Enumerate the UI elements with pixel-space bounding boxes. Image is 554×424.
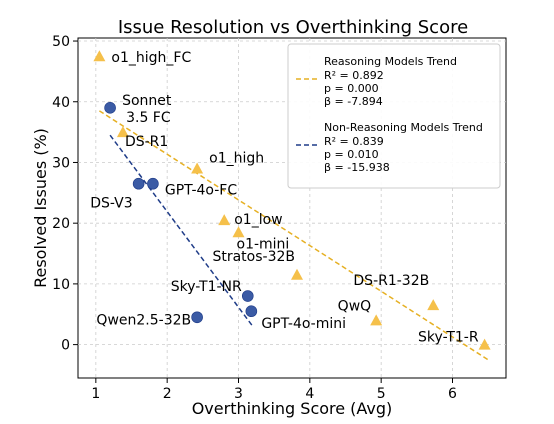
point-label: GPT-4o-FC	[165, 183, 237, 199]
legend-stat: p = 0.000	[324, 82, 379, 95]
point-label: o1_low	[234, 212, 282, 228]
legend-stat: β = -7.894	[324, 95, 383, 108]
y-axis-label: Resolved Issues (%)	[31, 128, 50, 288]
legend-title: Reasoning Models Trend	[324, 55, 457, 68]
reasoning-point	[218, 214, 231, 226]
y-tick-label: 10	[52, 277, 70, 293]
non-reasoning-point	[104, 102, 116, 114]
x-tick-label: 5	[377, 386, 386, 402]
reasoning-point	[427, 299, 440, 311]
reasoning-point	[191, 162, 204, 174]
point-label: QwQ	[338, 298, 372, 314]
point-label: o1-mini	[237, 236, 290, 252]
legend-box	[287, 43, 501, 189]
legend-stat: β = -15.938	[324, 161, 390, 174]
x-tick-label: 6	[448, 386, 457, 402]
y-tick-label: 50	[52, 34, 70, 50]
trendlines	[98, 110, 489, 361]
x-tick-label: 4	[305, 386, 314, 402]
point-label: Qwen2.5-32B	[96, 312, 191, 328]
point-label: GPT-4o-mini	[261, 316, 346, 332]
reasoning-point	[116, 126, 129, 138]
x-axis-label: Overthinking Score (Avg)	[192, 399, 393, 418]
reasoning-point	[232, 226, 245, 238]
point-label: Sky-T1-R	[418, 330, 479, 346]
non-reasoning-point	[191, 311, 203, 324]
reasoning-point	[93, 50, 106, 62]
point-label: Sky-T1-NR	[171, 279, 242, 295]
x-tick-label: 2	[163, 386, 172, 402]
y-tick-label: 40	[52, 95, 70, 111]
non-reasoning-point	[147, 177, 159, 190]
point-label: DS-R1-32B	[353, 273, 429, 289]
legend-stat: R² = 0.892	[324, 69, 384, 82]
x-tick-label: 3	[234, 386, 243, 402]
point-labels: o1_high_FC DS-R1 o1_high o1_low o1-miniStrat…	[90, 50, 479, 345]
point-label: DS-V3	[90, 196, 132, 212]
reasoning-point	[290, 268, 303, 280]
reasoning-trendline	[98, 110, 489, 361]
point-label: Sonnet 3.5 FC	[122, 93, 172, 126]
reasoning-point	[478, 338, 491, 350]
y-tick-label: 30	[52, 155, 70, 171]
plot-frame	[77, 37, 507, 379]
point-label: o1_high	[209, 151, 264, 167]
non-reasoning-point	[132, 177, 145, 190]
non-reasoning-point	[241, 290, 254, 302]
point-label: o1_high_FC	[111, 50, 191, 66]
x-tick-label: 1	[91, 386, 100, 402]
axis-ticks: 1 2 3 4 5 6 0 10 20 30 40 50	[52, 34, 457, 402]
data-points	[93, 50, 491, 350]
legend-stat: p = 0.010	[324, 148, 379, 161]
point-label: Stratos-32B	[212, 249, 295, 265]
chart-title: Issue Resolution vs Overthinking Score	[118, 17, 468, 38]
y-tick-label: 20	[52, 216, 70, 232]
reasoning-point	[370, 314, 383, 326]
non-reasoning-point	[245, 305, 258, 318]
legend-title: Non-Reasoning Models Trend	[324, 121, 483, 134]
legend-stat: R² = 0.839	[324, 135, 384, 148]
point-label: DS-R1	[125, 134, 168, 150]
y-tick-label: 0	[61, 338, 70, 354]
